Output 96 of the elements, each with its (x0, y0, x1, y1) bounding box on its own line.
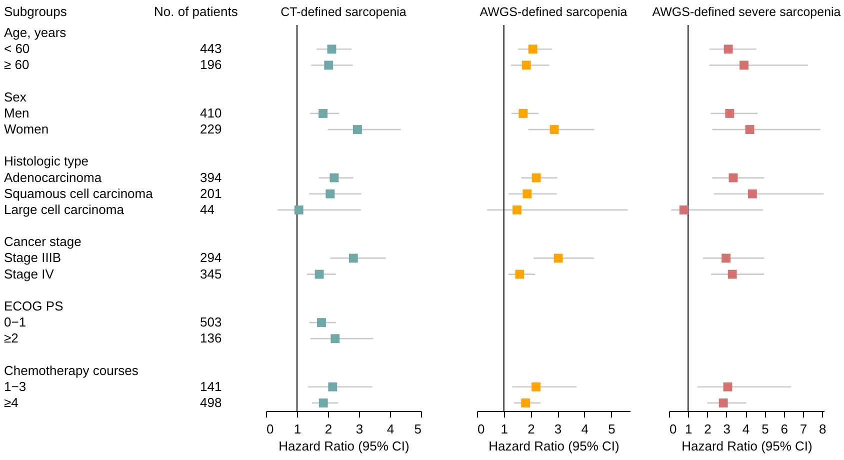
data-label: 443 (200, 41, 222, 56)
x-tick-label: 0 (266, 422, 274, 436)
point (521, 398, 530, 408)
point (724, 44, 733, 54)
category-label: 1−3 (4, 378, 26, 394)
point (318, 108, 328, 118)
x-tick-label: 1 (500, 422, 508, 436)
data-label: 410 (200, 105, 222, 120)
x-tick-label: 8 (818, 422, 826, 436)
point (518, 108, 528, 118)
category-label: Men (4, 105, 30, 120)
x-tick-label: 3 (356, 422, 364, 436)
category-label: Histologic type (4, 154, 89, 169)
x-tick-label: 2 (324, 422, 332, 436)
data-label: 44 (200, 202, 214, 217)
point (728, 173, 738, 182)
x-tick-label: 5 (762, 422, 769, 436)
category-label: Chemotherapy courses (4, 362, 139, 378)
point (679, 205, 688, 214)
point (314, 270, 324, 279)
x-tick-label: 7 (800, 422, 808, 436)
point (324, 60, 334, 70)
x-tick-label: 2 (704, 422, 712, 436)
point (728, 270, 737, 279)
point (748, 189, 757, 198)
point (723, 382, 732, 392)
data-label: 498 (200, 394, 222, 410)
point (326, 189, 335, 198)
text: Subgroups (4, 4, 68, 19)
x-tick-label: 6 (780, 422, 788, 436)
data-label: 394 (200, 170, 222, 185)
x-axis-title: Hazard Ratio (95% CI) (488, 438, 620, 454)
category-label: < 60 (4, 41, 30, 56)
x-tick-label: 4 (742, 422, 750, 436)
x-axis-title: Hazard Ratio (95% CI) (278, 438, 410, 454)
text: No. of patients (154, 4, 238, 19)
point (528, 44, 538, 54)
point (722, 254, 730, 263)
point (318, 398, 328, 408)
point (515, 270, 524, 279)
point (317, 318, 326, 328)
data-label: 503 (200, 314, 222, 330)
point (294, 205, 304, 214)
point (348, 254, 358, 263)
category-label: Stage IV (4, 266, 54, 282)
category-label: ECOG PS (4, 298, 64, 314)
point (522, 189, 532, 198)
category-label: Adenocarcinoma (4, 170, 102, 185)
x-axis-title: Hazard Ratio (95% CI) (682, 438, 812, 454)
point (718, 398, 728, 408)
point (522, 60, 531, 70)
data-label: 141 (200, 378, 222, 394)
point (327, 44, 336, 54)
x-tick-label: 3 (723, 422, 731, 436)
chart-title: AWGS-defined sarcopenia (480, 4, 628, 19)
category-label: Large cell carcinoma (4, 202, 125, 217)
point (550, 125, 559, 134)
x-tick-label: 4 (386, 422, 394, 436)
point (330, 334, 340, 344)
category-label: ≥2 (4, 330, 18, 346)
point (330, 173, 339, 182)
point (532, 382, 541, 392)
x-tick-label: 3 (554, 422, 562, 436)
x-tick-label: 1 (685, 422, 692, 436)
point (352, 125, 362, 134)
x-tick-label: 0 (670, 422, 677, 436)
category-label: ≥ 60 (4, 57, 30, 72)
x-tick-label: 0 (478, 422, 485, 436)
x-tick-label: 4 (581, 422, 588, 436)
chart-title: AWGS-defined severe sarcopenia (652, 4, 841, 19)
data-label: 136 (200, 330, 222, 346)
point (554, 254, 563, 263)
data-label: 345 (200, 266, 222, 282)
point (745, 125, 754, 134)
category-label: Squamous cell carcinoma (4, 186, 154, 201)
data-label: 294 (200, 250, 222, 266)
point (532, 173, 541, 182)
chart-title: CT-defined sarcopenia (280, 4, 406, 19)
x-tick-label: 5 (608, 422, 616, 436)
x-tick-label: 2 (528, 422, 535, 436)
point (740, 60, 748, 70)
category-label: Age, years (4, 25, 67, 40)
point (725, 108, 734, 118)
category-label: Women (4, 122, 49, 137)
category-label: Cancer stage (4, 234, 82, 250)
data-label: 201 (200, 186, 222, 201)
category-label: 0−1 (4, 314, 26, 330)
category-label: ≥4 (4, 394, 18, 410)
point (328, 382, 338, 392)
category-label: Stage IIIB (4, 250, 62, 266)
category-label: Sex (4, 89, 27, 104)
point (512, 205, 522, 214)
data-label: 229 (200, 122, 222, 137)
x-tick-label: 1 (294, 422, 302, 436)
x-tick-label: 5 (414, 422, 422, 436)
data-label: 196 (200, 57, 222, 72)
